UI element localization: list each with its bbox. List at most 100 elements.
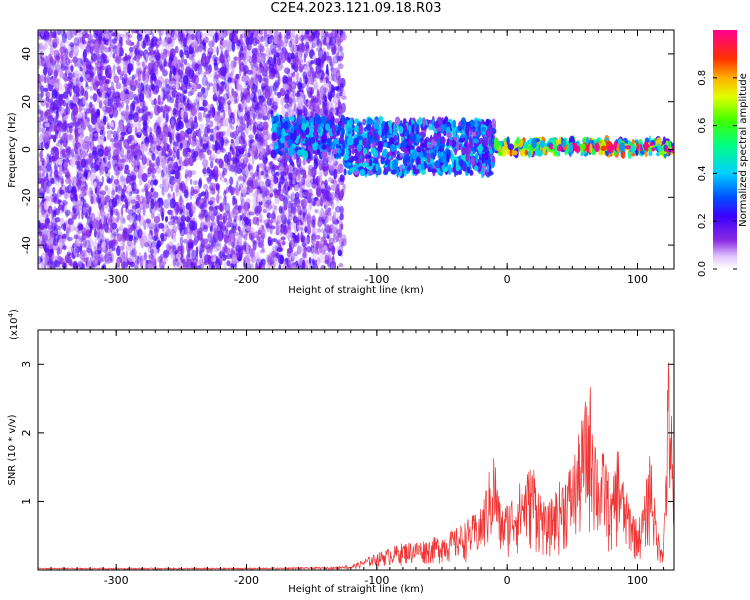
heatmap-cell — [204, 144, 210, 153]
heatmap-cell — [173, 141, 179, 147]
heatmap-cell — [271, 202, 275, 213]
heatmap-cell — [79, 156, 86, 166]
heatmap-cell — [234, 109, 240, 115]
heatmap-cell — [239, 215, 243, 221]
heatmap-cell — [341, 33, 348, 41]
heatmap-cell — [237, 176, 243, 182]
heatmap-cell — [59, 46, 66, 54]
heatmap-cell — [128, 46, 134, 53]
heatmap-cell — [231, 88, 235, 96]
heatmap-cell — [295, 92, 301, 97]
heatmap-cell — [106, 216, 109, 228]
heatmap-cell — [85, 60, 92, 70]
heatmap-cell — [97, 240, 102, 249]
heatmap-cell — [158, 222, 165, 229]
heatmap-cell — [171, 30, 178, 41]
heatmap-cell — [112, 88, 116, 96]
heatmap-cell — [67, 146, 71, 156]
heatmap-cell — [63, 76, 68, 83]
heatmap-cell — [201, 251, 205, 259]
heatmap-cell — [200, 55, 204, 67]
heatmap-cell — [243, 65, 249, 75]
heatmap-cell — [74, 59, 78, 68]
heatmap-cell — [226, 54, 231, 63]
heatmap-cell — [191, 206, 196, 214]
heatmap-cell — [107, 130, 112, 140]
heatmap-cell — [104, 245, 109, 251]
heatmap-cell — [78, 210, 81, 220]
heatmap-cell — [79, 76, 84, 83]
heatmap-cell — [166, 243, 170, 252]
heatmap-cell — [262, 209, 267, 214]
heatmap-cell — [67, 134, 74, 141]
heatmap-cell — [109, 51, 113, 58]
heatmap-cell — [138, 215, 145, 227]
heatmap-cell — [146, 248, 150, 253]
heatmap-cell — [203, 42, 207, 53]
heatmap-cell — [82, 206, 87, 214]
heatmap-cell — [210, 154, 218, 159]
heatmap-cell — [193, 180, 199, 186]
heatmap-cell — [179, 132, 185, 141]
heatmap-cell — [104, 227, 112, 234]
heatmap-cell — [334, 168, 338, 173]
heatmap-cell — [179, 62, 183, 68]
heatmap-cell — [233, 198, 238, 205]
heatmap-cell — [266, 254, 270, 263]
heatmap-cell — [59, 189, 65, 195]
heatmap-cell — [53, 49, 59, 55]
heatmap-cell — [210, 144, 215, 150]
heatmap-cell — [328, 177, 334, 183]
heatmap-cell — [162, 258, 169, 263]
heatmap-cell — [269, 43, 276, 54]
heatmap-cell — [250, 60, 254, 69]
heatmap-cell — [225, 83, 230, 93]
heatmap-cell — [54, 217, 61, 223]
heatmap-cell — [331, 219, 338, 229]
heatmap-cell — [198, 179, 202, 189]
heatmap-cell — [88, 32, 94, 43]
heatmap-cell — [215, 263, 220, 269]
heatmap-cell — [48, 241, 54, 250]
heatmap-cell — [46, 163, 52, 172]
heatmap-cell — [192, 189, 199, 194]
heatmap-cell — [248, 134, 255, 140]
heatmap-cell — [169, 198, 176, 209]
heatmap-cell — [242, 177, 245, 189]
heatmap-cell — [70, 157, 76, 168]
heatmap-cell — [63, 142, 67, 147]
heatmap-cell — [297, 59, 301, 66]
heatmap-cell — [214, 225, 220, 232]
heatmap-cell — [82, 49, 87, 60]
heatmap-cell — [265, 178, 272, 187]
heatmap-cell — [336, 228, 342, 237]
heatmap-cell — [191, 50, 196, 58]
heatmap-cell — [99, 129, 104, 136]
heatmap-cell — [295, 81, 301, 86]
heatmap-cell — [328, 237, 335, 245]
heatmap-cell — [64, 70, 68, 77]
heatmap-cell — [210, 161, 214, 169]
heatmap-cell — [108, 73, 112, 79]
heatmap-cell — [254, 255, 262, 263]
heatmap-cell — [186, 217, 193, 224]
heatmap-cell — [329, 162, 335, 170]
heatmap-cell — [229, 176, 234, 186]
heatmap-cell — [282, 83, 289, 91]
heatmap-cell — [77, 113, 83, 119]
heatmap-cell — [184, 169, 189, 177]
heatmap-cell — [175, 253, 182, 259]
heatmap-cell — [337, 163, 344, 174]
heatmap-cell — [156, 116, 161, 127]
heatmap-cell — [298, 63, 304, 73]
heatmap-cell — [106, 178, 113, 184]
heatmap-cell — [296, 216, 300, 226]
heatmap-cell — [116, 213, 120, 224]
heatmap-cell — [50, 87, 55, 93]
heatmap-cell — [73, 234, 79, 240]
heatmap-cell — [246, 109, 253, 119]
heatmap-cell — [308, 193, 311, 204]
heatmap-cell — [53, 122, 57, 133]
heatmap-cell — [248, 166, 254, 175]
